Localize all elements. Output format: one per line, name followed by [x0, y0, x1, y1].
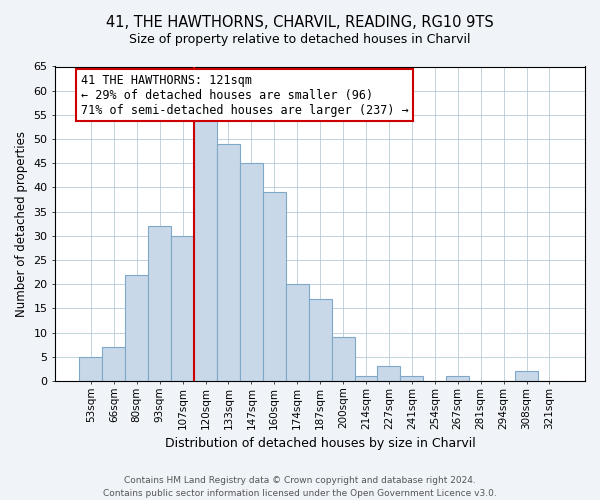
Bar	[377, 366, 400, 381]
Bar	[355, 376, 377, 381]
Bar	[148, 226, 171, 381]
Bar	[103, 347, 125, 381]
Text: Contains HM Land Registry data © Crown copyright and database right 2024.
Contai: Contains HM Land Registry data © Crown c…	[103, 476, 497, 498]
Bar	[217, 144, 240, 381]
Bar	[400, 376, 424, 381]
Bar	[171, 236, 194, 381]
Text: 41, THE HAWTHORNS, CHARVIL, READING, RG10 9TS: 41, THE HAWTHORNS, CHARVIL, READING, RG1…	[106, 15, 494, 30]
Bar	[446, 376, 469, 381]
Bar	[308, 298, 332, 381]
Text: 41 THE HAWTHORNS: 121sqm
← 29% of detached houses are smaller (96)
71% of semi-d: 41 THE HAWTHORNS: 121sqm ← 29% of detach…	[80, 74, 408, 117]
Bar	[125, 274, 148, 381]
Y-axis label: Number of detached properties: Number of detached properties	[15, 130, 28, 316]
Bar	[515, 372, 538, 381]
Bar	[240, 164, 263, 381]
Text: Size of property relative to detached houses in Charvil: Size of property relative to detached ho…	[129, 32, 471, 46]
Bar	[263, 192, 286, 381]
Bar	[332, 338, 355, 381]
X-axis label: Distribution of detached houses by size in Charvil: Distribution of detached houses by size …	[165, 437, 476, 450]
Bar	[79, 357, 103, 381]
Bar	[286, 284, 308, 381]
Bar	[194, 115, 217, 381]
